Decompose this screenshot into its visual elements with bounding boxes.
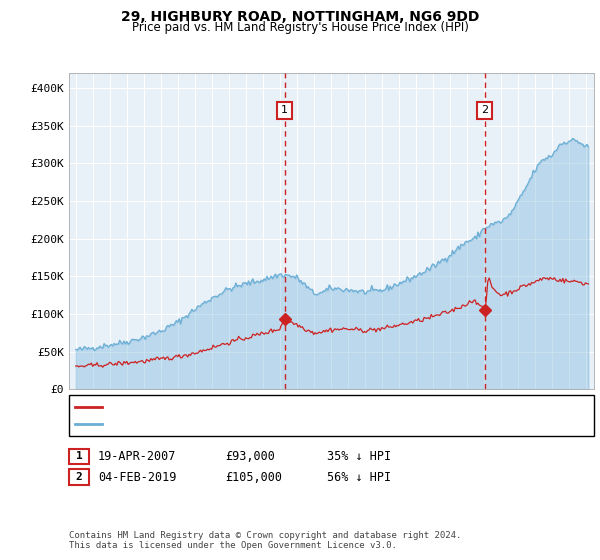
Text: Price paid vs. HM Land Registry's House Price Index (HPI): Price paid vs. HM Land Registry's House … [131, 21, 469, 34]
Text: 29, HIGHBURY ROAD, NOTTINGHAM, NG6 9DD (detached house): 29, HIGHBURY ROAD, NOTTINGHAM, NG6 9DD (… [105, 402, 449, 412]
Text: 19-APR-2007: 19-APR-2007 [98, 450, 176, 463]
Text: 35% ↓ HPI: 35% ↓ HPI [327, 450, 391, 463]
Text: 2: 2 [76, 472, 82, 482]
Text: 1: 1 [76, 451, 82, 461]
Text: £105,000: £105,000 [225, 470, 282, 484]
Text: £93,000: £93,000 [225, 450, 275, 463]
Text: HPI: Average price, detached house, City of Nottingham: HPI: Average price, detached house, City… [105, 419, 443, 430]
Text: 04-FEB-2019: 04-FEB-2019 [98, 470, 176, 484]
Text: 1: 1 [281, 105, 288, 115]
Text: 29, HIGHBURY ROAD, NOTTINGHAM, NG6 9DD: 29, HIGHBURY ROAD, NOTTINGHAM, NG6 9DD [121, 10, 479, 24]
Text: Contains HM Land Registry data © Crown copyright and database right 2024.
This d: Contains HM Land Registry data © Crown c… [69, 530, 461, 550]
Text: 56% ↓ HPI: 56% ↓ HPI [327, 470, 391, 484]
Text: 2: 2 [481, 105, 488, 115]
